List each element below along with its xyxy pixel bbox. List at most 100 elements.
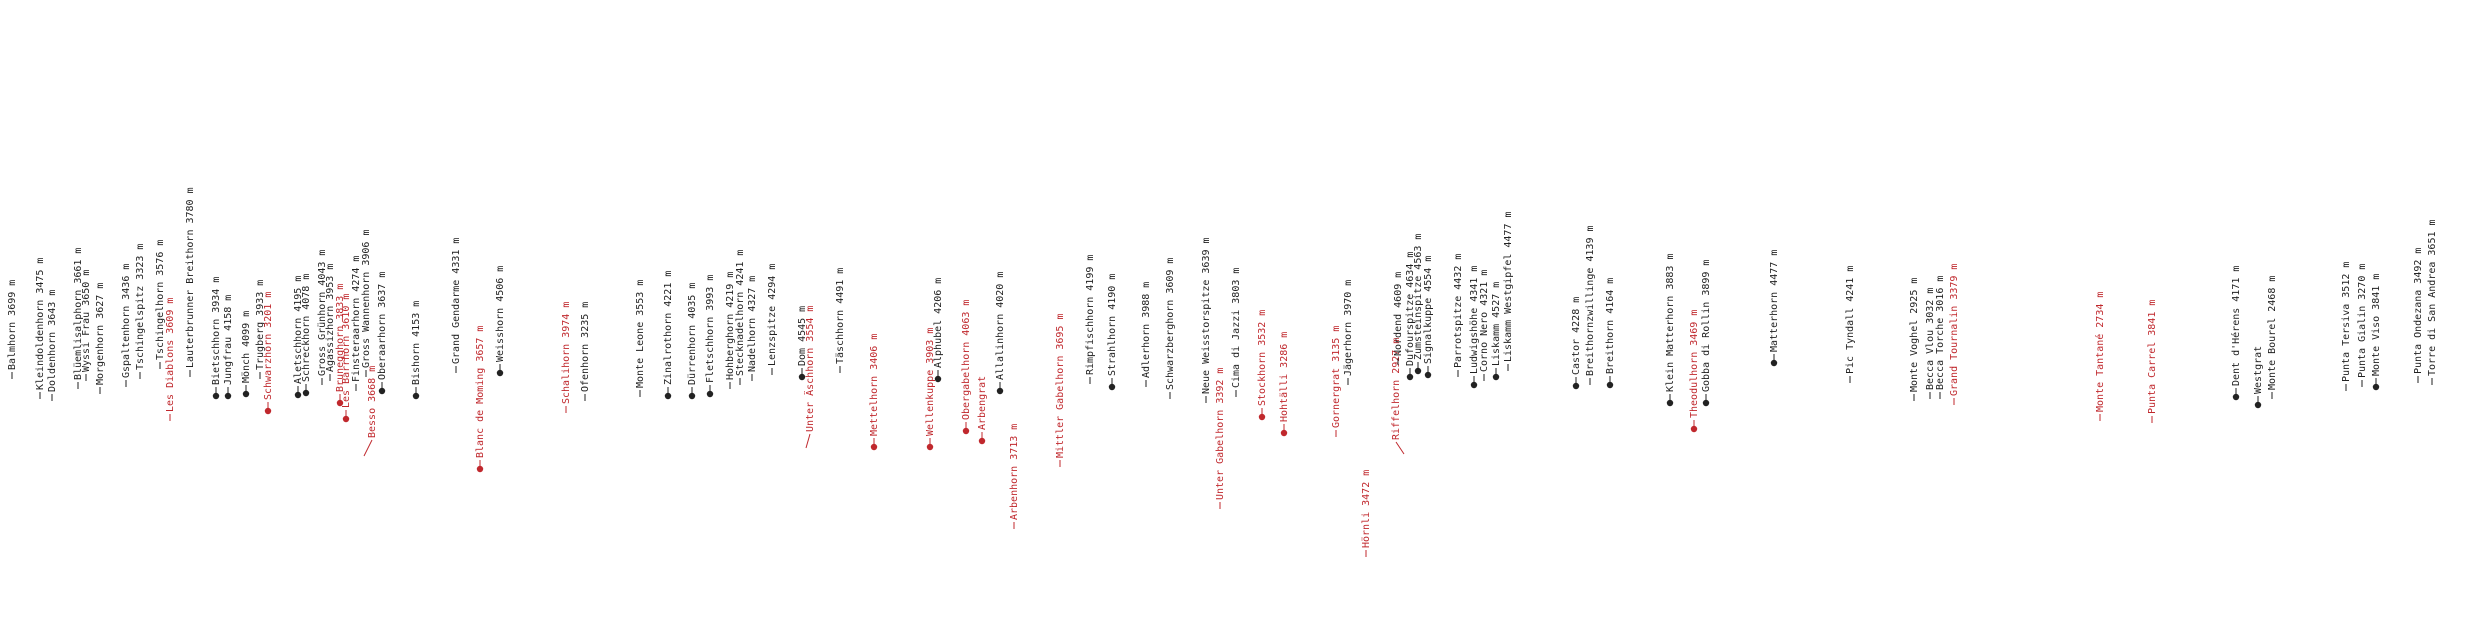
peak-label: Riffelhorn 2927 m: [1391, 338, 1402, 440]
peak-neue-weisstorspitze-3639-m: Neue Weisstorspitze 3639 m: [1201, 237, 1212, 403]
peak-marker-dot: [1424, 371, 1432, 379]
peak-arbengrat: Arbengrat: [977, 376, 988, 445]
peak-label: Balmhorn 3699 m: [7, 280, 18, 370]
peak-nadelhorn-4327-m: Nadelhorn 4327 m: [747, 276, 758, 381]
peak-label: Weisshorn 4506 m: [495, 266, 506, 362]
peak-marker-dot: [336, 399, 344, 407]
peak-wyssi-frau-3650-m: Wyssi Frau 3650 m: [81, 270, 92, 381]
peak-label: Adlerhorn 3988 m: [1141, 282, 1152, 378]
peak-becca-torche-3016-m: Becca Torche 3016 m: [1935, 276, 1946, 399]
peak-gornergrat-3135-m: Gornergrat 3135 m: [1331, 326, 1342, 437]
peak-westgrat: Westgrat: [2253, 346, 2264, 409]
peak-dom-4545-m: Dom 4545 m: [797, 306, 808, 381]
peak-dufourspitze-4634-m: Dufourspitze 4634 m: [1405, 252, 1416, 381]
peak-label: Besso 3668 m: [367, 366, 378, 438]
peak-marker-dot: [1606, 381, 1614, 389]
peak-bluemlisalphorn-3661-m: Blüemlisalphorn 3661 m: [73, 248, 84, 389]
peak-label: Kleindoldenhorn 3475 m: [35, 258, 46, 390]
peak-label: Matterhorn 4477 m: [1769, 250, 1780, 352]
peak-label: Becca Vlou 3032 m: [1925, 288, 1936, 390]
peak-label: Gross Wannenhorn 3906 m: [361, 230, 372, 368]
peak-unter-aschhorn-3554-m: Unter Äschhorn 3554 m: [803, 306, 816, 449]
peak-marker-dot: [302, 389, 310, 397]
peak-label: Schalihorn 3974 m: [561, 302, 572, 404]
peak-lauterbrunner-breithorn-3780-m: Lauterbrunner Breithorn 3780 m: [185, 187, 196, 377]
peak-klein-matterhorn-3883-m: Klein Matterhorn 3883 m: [1665, 254, 1676, 407]
peak-label: Trugberg 3933 m: [255, 280, 266, 370]
peak-allalinhorn-4020-m: Allalinhorn 4020 m: [995, 272, 1006, 395]
peak-leader-line: [805, 433, 811, 449]
peak-marker-dot: [1492, 373, 1500, 381]
peak-marker-dot: [294, 391, 302, 399]
peak-label: Mönch 4099 m: [241, 311, 252, 383]
peak-label: Schwarzberghorn 3609 m: [1165, 258, 1176, 390]
peak-label: Zumsteinspitze 4563 m: [1413, 234, 1424, 360]
peak-breithorn-4164-m: Breithorn 4164 m: [1605, 278, 1616, 389]
peak-label: Aletschhorn 4195 m: [293, 276, 304, 384]
peak-marker-dot: [1470, 381, 1478, 389]
peak-marker-dot: [224, 392, 232, 400]
peak-finsteraarhorn-4274-m: Finsteraarhorn 4274 m: [351, 256, 362, 391]
peak-label: Corno Nero 4321 m: [1479, 270, 1490, 372]
peak-brunegghorn-3833-m: Brunegghorn 3833 m: [335, 284, 346, 407]
peak-marker-dot: [264, 407, 272, 415]
peak-label: Fletschhorn 3993 m: [705, 275, 716, 383]
peak-adlerhorn-3988-m: Adlerhorn 3988 m: [1141, 282, 1152, 387]
peak-punta-gialin-3270-m: Punta Gialin 3270 m: [2357, 264, 2368, 387]
peak-label: Punta Gialin 3270 m: [2357, 264, 2368, 378]
peak-theodulhorn-3469-m: Theodulhorn 3469 m: [1689, 310, 1700, 433]
peak-label: Blanc de Moming 3657 m: [475, 326, 486, 458]
peak-liskamm-westgipfel-4477-m: Liskamm Westgipfel 4477 m: [1503, 211, 1514, 371]
peak-label: Gobba di Rollin 3899 m: [1701, 260, 1712, 392]
peak-label: Signalkuppe 4554 m: [1423, 256, 1434, 364]
peak-parrotspitze-4432-m: Parrotspitze 4432 m: [1453, 254, 1464, 377]
peak-label: Gspaltenhorn 3436 m: [121, 264, 132, 378]
peak-punta-tersiva-3512-m: Punta Tersiva 3512 m: [2341, 262, 2352, 391]
peak-monch-4099-m: Mönch 4099 m: [241, 311, 252, 398]
peak-label: Grand Tournalin 3379 m: [1949, 264, 1960, 396]
peak-label: Neue Weisstorspitze 3639 m: [1201, 237, 1212, 394]
peak-aletschhorn-4195-m: Aletschhorn 4195 m: [293, 276, 304, 399]
peak-marker-dot: [212, 392, 220, 400]
peak-label: Wellenkuppe 3903 m: [925, 328, 936, 436]
peak-les-diablons-3609-m: Les Diablons 3609 m: [165, 298, 176, 421]
peak-label: Mittler Gabelhorn 3695 m: [1055, 314, 1066, 459]
peak-label: Zinalrothorn 4221 m: [663, 271, 674, 385]
peak-marker-dot: [996, 387, 1004, 395]
peak-label: Grand Gendarme 4331 m: [451, 238, 462, 364]
peak-castor-4228-m: Castor 4228 m: [1571, 297, 1582, 390]
peak-besso-3668-m: Besso 3668 m: [363, 366, 378, 457]
peak-label: Castor 4228 m: [1571, 297, 1582, 375]
peak-label: Ludwigshöhe 4341 m: [1469, 266, 1480, 374]
peak-obergabelhorn-4063-m: Obergabelhorn 4063 m: [961, 300, 972, 435]
peak-label: Dufourspitze 4634 m: [1405, 252, 1416, 366]
peak-marker-dot: [2232, 393, 2240, 401]
peak-label: Strahlhorn 4190 m: [1107, 274, 1118, 376]
peak-label: Agassizhorn 3953 m: [325, 264, 336, 372]
peak-label: Lauterbrunner Breithorn 3780 m: [185, 187, 196, 368]
peak-strahlhorn-4190-m: Strahlhorn 4190 m: [1107, 274, 1118, 391]
peak-leader-line: [363, 439, 373, 457]
peak-marker-dot: [378, 387, 386, 395]
peak-punta-carrel-3841-m: Punta Carrel 3841 m: [2147, 300, 2158, 423]
peak-marker-dot: [1258, 413, 1266, 421]
peak-monte-leone-3553-m: Monte Leone 3553 m: [635, 280, 646, 397]
peak-dent-d-herens-4171-m: Dent d'Hérens 4171 m: [2230, 266, 2242, 401]
peak-label: Morgenhorn 3627 m: [95, 283, 106, 385]
peak-label: Hohtälli 3286 m: [1279, 332, 1290, 422]
peak-label: Rimpfischhorn 4199 m: [1085, 255, 1096, 375]
peak-label: Täschhorn 4491 m: [835, 268, 846, 364]
peak-blanc-de-moming-3657-m: Blanc de Moming 3657 m: [475, 326, 486, 473]
peak-gspaltenhorn-3436-m: Gspaltenhorn 3436 m: [121, 264, 132, 387]
peak-label: Dent d'Hérens 4171 m: [2230, 266, 2242, 386]
peak-label: Blüemlisalphorn 3661 m: [73, 248, 84, 380]
peak-label: Hohberghorn 4219 m: [725, 272, 736, 380]
peak-label: Theodulhorn 3469 m: [1689, 310, 1700, 418]
peak-label: Westgrat: [2253, 346, 2264, 394]
peak-zinalrothorn-4221-m: Zinalrothorn 4221 m: [663, 271, 674, 400]
peak-monte-bourel-2468-m: Monte Bourel 2468 m: [2267, 276, 2278, 399]
peak-label: Cima di Jazzi 3803 m: [1231, 268, 1242, 388]
peak-marker-dot: [242, 390, 250, 398]
peak-ludwigshohe-4341-m: Ludwigshöhe 4341 m: [1469, 266, 1480, 389]
